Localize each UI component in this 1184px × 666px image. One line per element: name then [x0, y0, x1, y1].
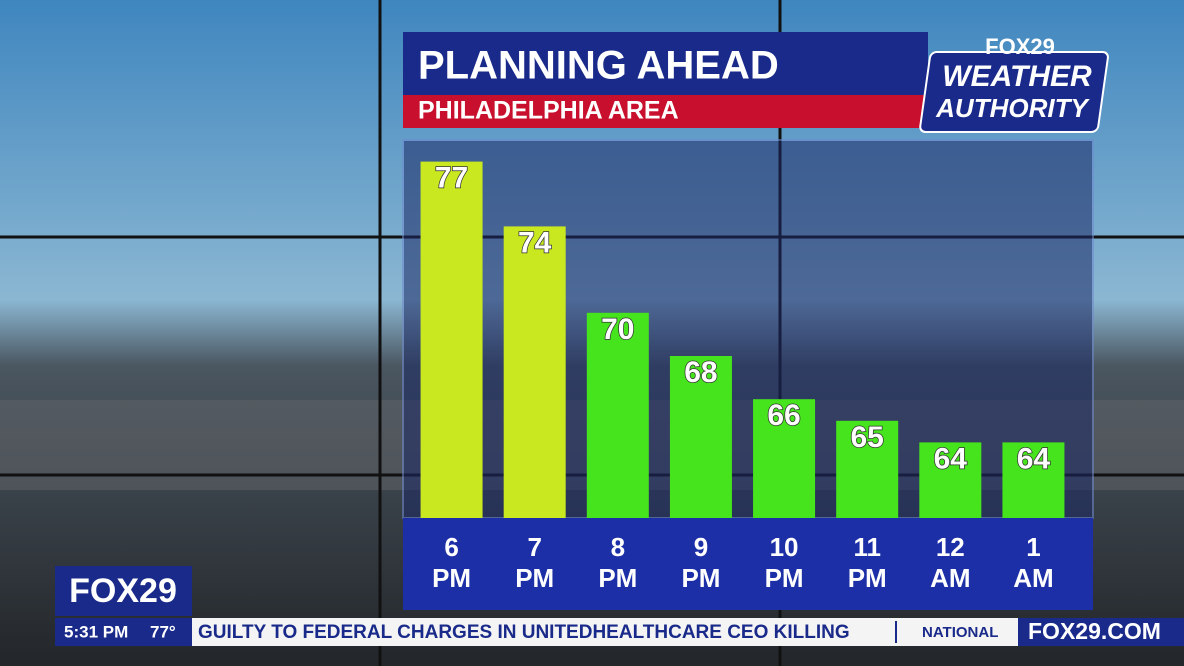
logo-line: WEATHER: [942, 60, 1092, 93]
logo-line: AUTHORITY: [935, 93, 1090, 123]
data-label: 70: [601, 313, 634, 346]
data-label: 77: [435, 162, 468, 195]
ticker-logo-box: [55, 566, 192, 616]
data-label: 66: [767, 399, 800, 432]
ticker-time: 5:31 PM: [64, 622, 128, 641]
x-tick-label: 12 AM: [930, 532, 971, 593]
ticker-website: FOX29.COM: [1028, 618, 1161, 644]
logo-brand: FOX29: [985, 34, 1055, 59]
bars: 77 74 70 68 66 65 64 64: [420, 161, 1065, 518]
ticker-temperature: 77°: [150, 622, 176, 641]
x-tick-label: 10 PM: [764, 532, 804, 593]
x-tick-label: 8 PM: [598, 532, 638, 593]
bar: [420, 161, 483, 518]
x-tick-label: 11 PM: [847, 532, 887, 593]
header-bar: [403, 32, 928, 95]
bar: [836, 420, 899, 518]
x-tick-label: 7 PM: [515, 532, 555, 593]
x-tick-label: 9 PM: [681, 532, 721, 593]
category-band: [403, 518, 1093, 610]
bar: [1002, 442, 1065, 518]
ticker-headline: GUILTY TO FEDERAL CHARGES IN UNITEDHEALT…: [198, 622, 850, 643]
website-box: [1018, 618, 1184, 646]
data-label: 68: [684, 356, 717, 389]
header-title: PLANNING AHEAD: [418, 44, 779, 88]
bar: [669, 356, 732, 518]
subheader-bar: [403, 95, 928, 128]
x-tick-label: 6 PM: [432, 532, 472, 593]
data-label: 74: [518, 226, 552, 259]
bar: [586, 312, 649, 518]
data-label: 64: [1017, 442, 1051, 475]
ticker-section: NATIONAL: [922, 624, 998, 641]
data-label: 64: [934, 442, 968, 475]
time-box: [55, 618, 192, 646]
logo-box: [919, 51, 1109, 133]
bar: [753, 399, 816, 518]
bar: [919, 442, 982, 518]
header-subtitle: PHILADELPHIA AREA: [418, 97, 679, 125]
bar: [503, 226, 566, 518]
data-label: 65: [851, 421, 884, 454]
x-tick-label: 1 AM: [1013, 532, 1054, 593]
ticker-brand: FOX29: [69, 572, 177, 610]
